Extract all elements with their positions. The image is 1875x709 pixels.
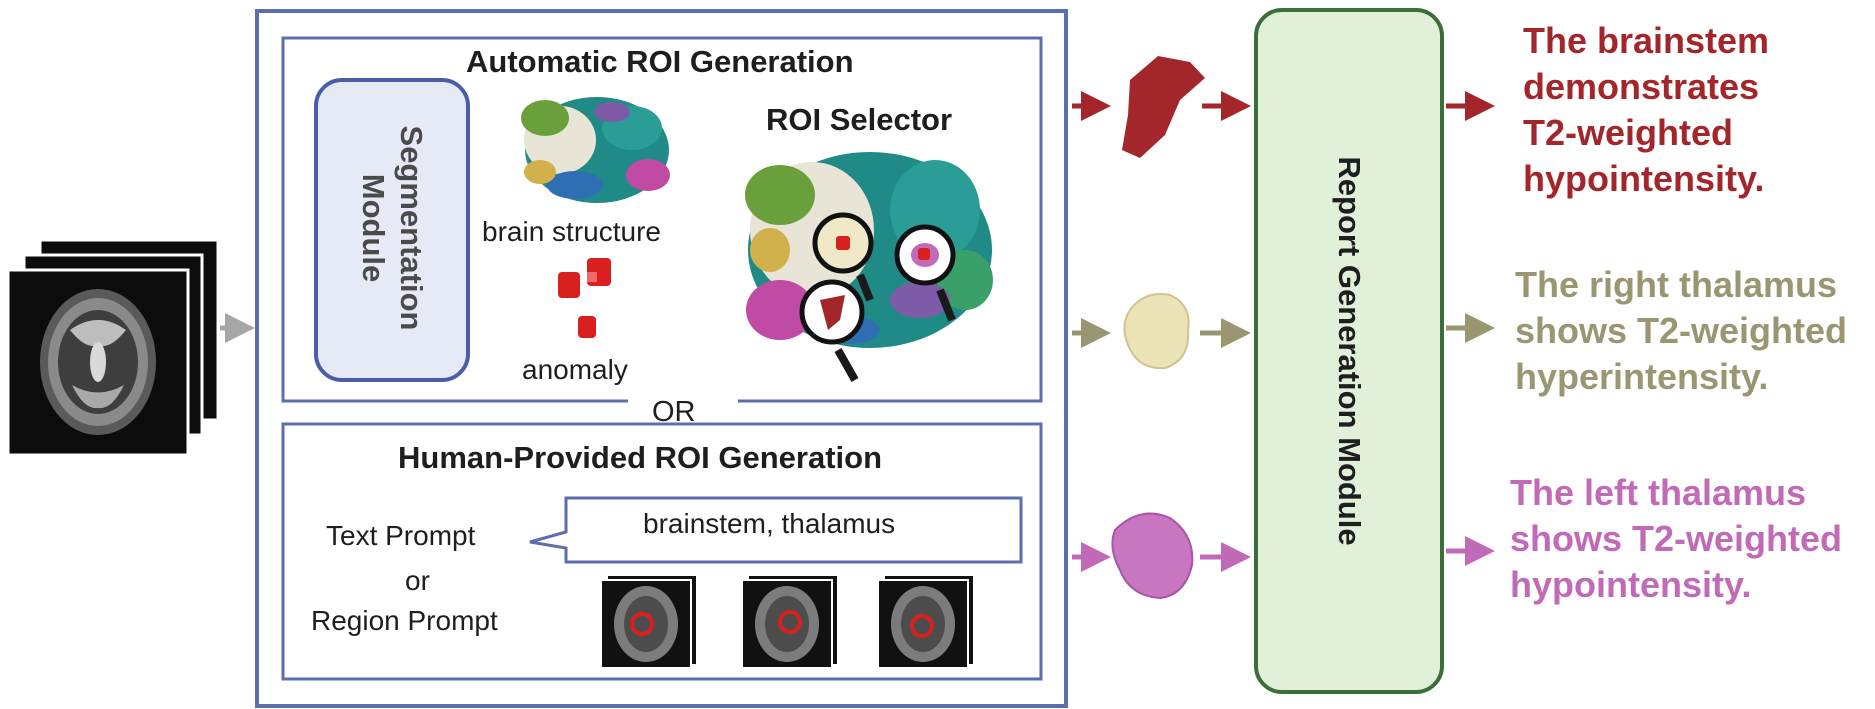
roi-selector-title: ROI Selector [766, 102, 953, 137]
right-thalamus-report-line: hyperintensity. [1515, 356, 1769, 397]
brain-structure-label: brain structure [482, 216, 661, 247]
automatic-roi-title: Automatic ROI Generation [466, 44, 854, 79]
left-thalamus-roi-shape [1111, 512, 1194, 600]
right-thalamus-report: The right thalamus shows T2-weighted hyp… [1515, 262, 1847, 400]
anomaly-label: anomaly [522, 354, 628, 385]
human-roi-panel [281, 422, 1043, 681]
text-prompt-label: Text Prompt [326, 520, 476, 551]
roi-generation-panel [255, 9, 1068, 708]
segmentation-module-box [314, 78, 470, 382]
brainstem-roi-shape [1122, 56, 1205, 158]
human-roi-title: Human-Provided ROI Generation [398, 440, 883, 475]
or-label: OR [652, 396, 696, 428]
segmentation-module-label: Segmentation Module [356, 125, 429, 331]
brainstem-report-line: T2-weighted [1523, 112, 1734, 153]
brainstem-report: The brainstem demonstrates T2-weighted h… [1523, 18, 1769, 202]
brainstem-report-line: hypointensity. [1523, 158, 1765, 199]
region-prompt-label: Region Prompt [311, 605, 498, 636]
prompt-bubble [529, 496, 1023, 564]
brain-structure-image [521, 97, 670, 203]
left-thalamus-report-line: shows T2-weighted [1510, 518, 1843, 559]
right-thalamus-report-line: The right thalamus [1515, 264, 1838, 305]
right-thalamus-report-line: shows T2-weighted [1515, 310, 1848, 351]
roi-lens-right-thalamus [812, 212, 874, 302]
right-thalamus-roi-shape [1123, 293, 1190, 370]
roi-lens-left-thalamus [894, 224, 956, 322]
anomaly-image [558, 258, 611, 338]
region-prompt-thumbnail-3 [877, 574, 975, 669]
prompt-value: brainstem, thalamus [643, 508, 896, 539]
report-generation-module-box [1254, 8, 1444, 694]
brainstem-report-line: The brainstem [1523, 20, 1770, 61]
left-thalamus-report: The left thalamus shows T2-weighted hypo… [1510, 470, 1842, 608]
brainstem-report-line: demonstrates [1523, 66, 1760, 107]
roi-lens-brainstem [799, 279, 865, 382]
or-small-label: or [405, 565, 430, 596]
left-thalamus-report-line: hypointensity. [1510, 564, 1752, 605]
region-prompt-thumbnail-1 [600, 574, 698, 669]
left-thalamus-report-line: The left thalamus [1510, 472, 1807, 513]
mri-stack-input [6, 238, 220, 457]
report-generation-module-label: Report Generation Module [1332, 156, 1367, 546]
region-prompt-thumbnail-2 [741, 574, 839, 669]
